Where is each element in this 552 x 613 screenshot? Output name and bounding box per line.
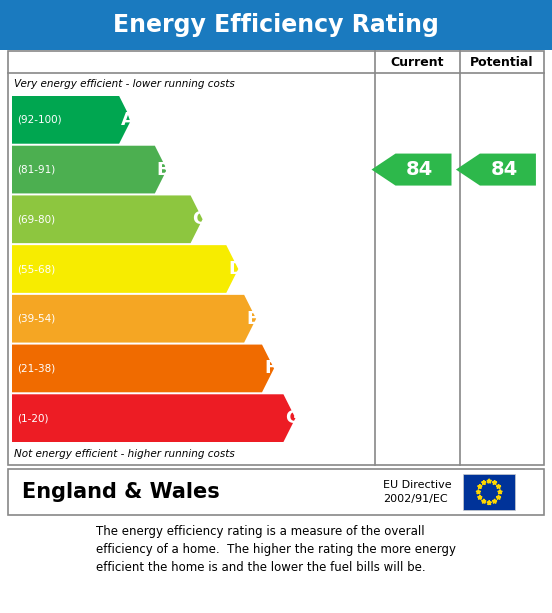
Text: Potential: Potential bbox=[470, 56, 534, 69]
Text: 84: 84 bbox=[490, 160, 518, 179]
Polygon shape bbox=[12, 146, 167, 194]
Text: B: B bbox=[157, 161, 171, 178]
Text: The energy efficiency rating is a measure of the overall
efficiency of a home.  : The energy efficiency rating is a measur… bbox=[96, 525, 456, 574]
Bar bbox=[0, 0, 552, 50]
Polygon shape bbox=[12, 345, 274, 392]
Polygon shape bbox=[456, 154, 536, 186]
Text: (81-91): (81-91) bbox=[17, 164, 55, 175]
Text: (1-20): (1-20) bbox=[17, 413, 49, 423]
Text: England & Wales: England & Wales bbox=[22, 482, 220, 502]
Text: Current: Current bbox=[391, 56, 444, 69]
Polygon shape bbox=[12, 196, 203, 243]
Text: Not energy efficient - higher running costs: Not energy efficient - higher running co… bbox=[14, 449, 235, 459]
Polygon shape bbox=[477, 484, 482, 489]
Text: 84: 84 bbox=[406, 160, 433, 179]
Text: (55-68): (55-68) bbox=[17, 264, 55, 274]
Polygon shape bbox=[487, 479, 491, 483]
Polygon shape bbox=[371, 154, 452, 186]
Text: F: F bbox=[264, 359, 276, 378]
Polygon shape bbox=[12, 245, 238, 293]
Polygon shape bbox=[487, 500, 491, 504]
Text: G: G bbox=[285, 409, 300, 427]
Polygon shape bbox=[496, 484, 501, 489]
Polygon shape bbox=[12, 394, 295, 442]
Polygon shape bbox=[477, 495, 482, 500]
Text: C: C bbox=[193, 210, 206, 228]
Text: A: A bbox=[121, 111, 135, 129]
Bar bbox=[8, 51, 544, 465]
Bar bbox=[463, 474, 515, 510]
Text: (39-54): (39-54) bbox=[17, 314, 55, 324]
Polygon shape bbox=[12, 96, 131, 143]
Polygon shape bbox=[498, 490, 502, 494]
Text: (69-80): (69-80) bbox=[17, 215, 55, 224]
Text: Very energy efficient - lower running costs: Very energy efficient - lower running co… bbox=[14, 79, 235, 89]
Text: D: D bbox=[229, 260, 243, 278]
Polygon shape bbox=[12, 295, 256, 343]
Polygon shape bbox=[496, 495, 501, 500]
Text: (21-38): (21-38) bbox=[17, 364, 55, 373]
Text: E: E bbox=[246, 310, 258, 328]
Polygon shape bbox=[481, 499, 486, 503]
Text: Energy Efficiency Rating: Energy Efficiency Rating bbox=[113, 13, 439, 37]
Polygon shape bbox=[481, 481, 486, 484]
Polygon shape bbox=[476, 490, 481, 494]
Text: (92-100): (92-100) bbox=[17, 115, 62, 125]
Polygon shape bbox=[492, 481, 497, 484]
Polygon shape bbox=[492, 499, 497, 503]
Text: EU Directive
2002/91/EC: EU Directive 2002/91/EC bbox=[383, 481, 452, 504]
Bar bbox=[8, 469, 544, 515]
